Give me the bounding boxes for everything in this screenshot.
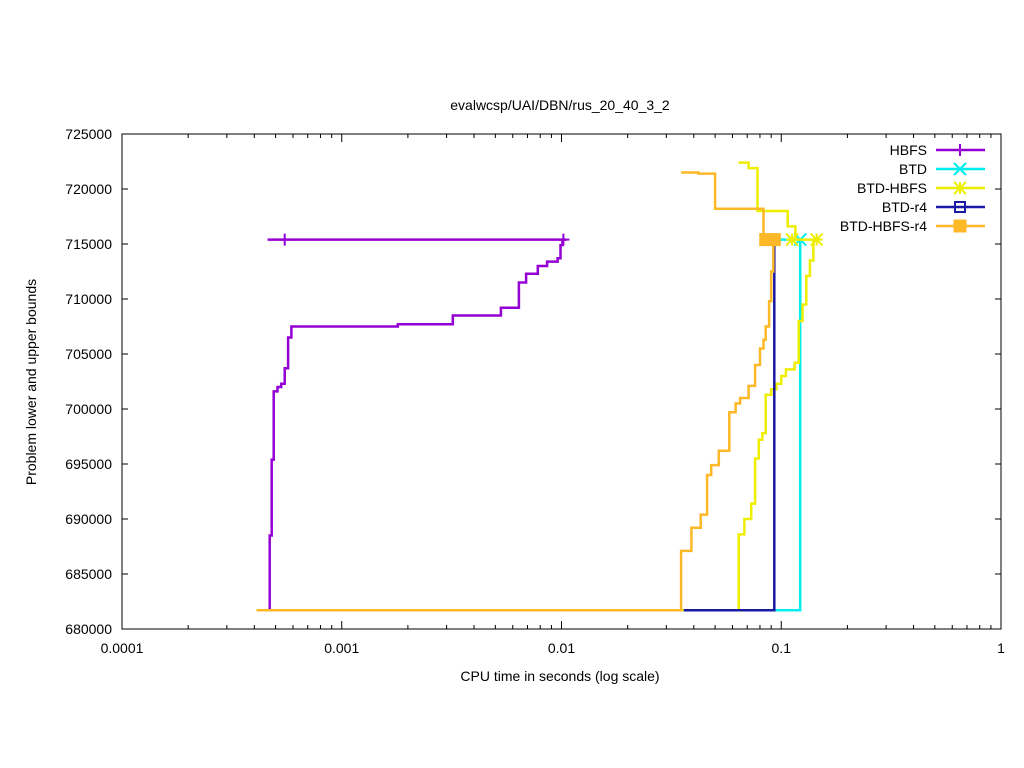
legend-marker-btd-hbfs-r4	[953, 219, 967, 233]
x-tick-label: 0.01	[548, 640, 575, 656]
series-hbfs-lower-bound-line	[256, 240, 564, 612]
series-btd-hbfs-r4	[256, 171, 781, 612]
y-tick-label: 700000	[65, 401, 112, 417]
series-hbfs-marker	[278, 233, 291, 246]
y-tick-label: 720000	[65, 181, 112, 197]
y-tick-label: 710000	[65, 291, 112, 307]
series-btd-hbfs-r4-lower-bound-line	[256, 239, 775, 612]
legend-label-btd: BTD	[899, 161, 927, 177]
legend: HBFS BTD BTD-HBFS BTD-r4 BTD-HBFS-r4	[840, 142, 985, 234]
series-btd-lower-bound-line	[256, 239, 802, 612]
y-tick-label: 705000	[65, 346, 112, 362]
legend-label-btd-hbfs-r4: BTD-HBFS-r4	[840, 218, 927, 234]
legend-marker-btd-hbfs	[953, 181, 967, 195]
series-btd-hbfs	[256, 161, 824, 612]
legend-label-btd-r4: BTD-r4	[882, 199, 927, 215]
legend-label-hbfs: HBFS	[890, 142, 927, 158]
series-btd-hbfs-upper-bound-line	[738, 161, 817, 241]
series-hbfs-marker	[557, 233, 570, 246]
series-layer	[256, 161, 824, 612]
x-tick-label: 1	[997, 640, 1005, 656]
series-btd-hbfs-marker	[810, 232, 824, 247]
x-tick-label: 0.1	[772, 640, 792, 656]
series-btd-hbfs-marker	[785, 232, 799, 247]
y-tick-label: 715000	[65, 236, 112, 252]
chart-title: evalwcsp/UAI/DBN/rus_20_40_3_2	[450, 97, 670, 113]
series-btd-r4-lower-bound-line	[683, 239, 776, 612]
series-btd-hbfs-r4-upper-bound-line	[681, 171, 776, 241]
series-btd	[256, 232, 807, 612]
legend-marker-btd-r4	[954, 201, 966, 213]
y-tick-label: 725000	[65, 126, 112, 142]
y-tick-label: 685000	[65, 566, 112, 582]
legend-label-btd-hbfs: BTD-HBFS	[857, 180, 927, 196]
axis-ticks: 680000 685000 690000 695000 700000 705000 7100…	[65, 126, 1005, 656]
y-tick-label: 680000	[65, 621, 112, 637]
series-hbfs	[256, 233, 570, 612]
y-tick-label: 695000	[65, 456, 112, 472]
x-axis-label: CPU time in seconds (log scale)	[460, 668, 659, 684]
x-tick-label: 0.0001	[101, 640, 144, 656]
y-tick-label: 690000	[65, 511, 112, 527]
plot-frame	[121, 133, 1002, 630]
series-btd-hbfs-lower-bound-line	[256, 239, 815, 612]
legend-marker-hbfs	[954, 144, 966, 156]
x-tick-label: 0.001	[324, 640, 359, 656]
y-axis-label: Problem lower and upper bounds	[23, 279, 39, 485]
legend-marker-btd	[953, 162, 967, 176]
series-btd-hbfs-r4-marker	[767, 233, 781, 247]
